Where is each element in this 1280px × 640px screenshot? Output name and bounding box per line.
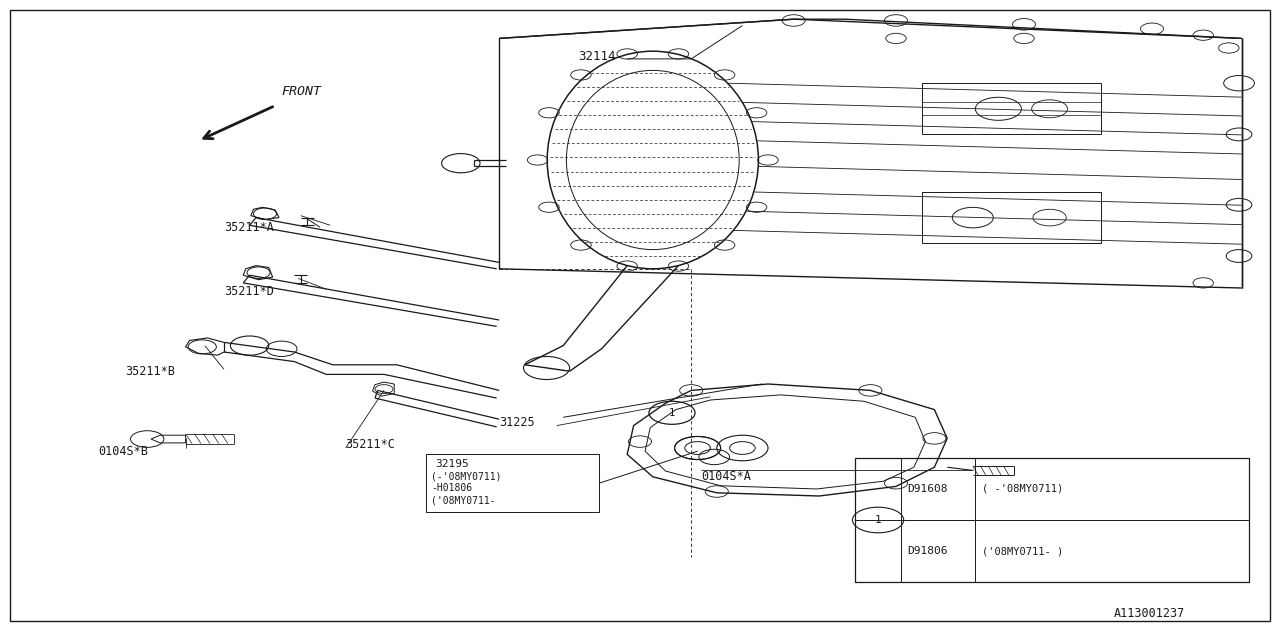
Bar bbox=[855, 458, 1249, 582]
Text: (-'08MY0711): (-'08MY0711) bbox=[431, 472, 502, 482]
Text: 0104S*B: 0104S*B bbox=[99, 445, 148, 458]
Text: D91608: D91608 bbox=[908, 484, 948, 494]
Text: 35211*C: 35211*C bbox=[346, 438, 396, 451]
Text: 1: 1 bbox=[874, 515, 882, 525]
Text: 35211*A: 35211*A bbox=[224, 221, 274, 234]
Text: ( -'08MY0711): ( -'08MY0711) bbox=[982, 484, 1062, 494]
Text: D91806: D91806 bbox=[908, 546, 948, 556]
Text: 32114: 32114 bbox=[579, 50, 616, 63]
Text: 35211*D: 35211*D bbox=[224, 285, 274, 298]
Text: ('08MY0711-: ('08MY0711- bbox=[431, 495, 495, 506]
Text: 1: 1 bbox=[669, 408, 675, 418]
Text: A113001237: A113001237 bbox=[1114, 607, 1185, 620]
Text: 31225: 31225 bbox=[499, 416, 535, 429]
Text: ('08MY0711- ): ('08MY0711- ) bbox=[982, 546, 1062, 556]
Text: 35211*B: 35211*B bbox=[125, 365, 175, 378]
Bar bbox=[426, 454, 599, 512]
Text: 0104S*A: 0104S*A bbox=[701, 470, 751, 483]
Text: -H01806: -H01806 bbox=[431, 483, 472, 493]
Text: 32195: 32195 bbox=[435, 459, 468, 469]
Text: FRONT: FRONT bbox=[282, 85, 321, 98]
